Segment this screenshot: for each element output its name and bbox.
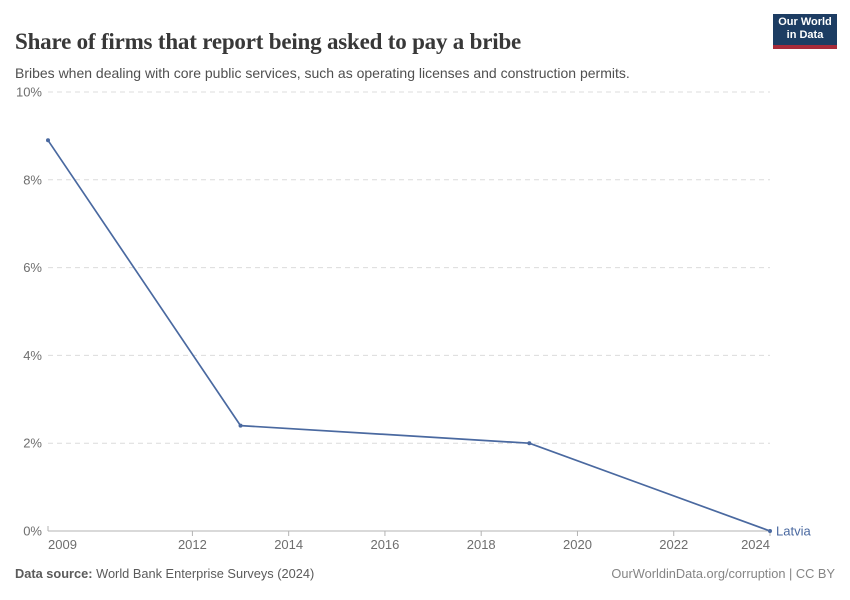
x-tick-label: 2022: [659, 537, 688, 552]
data-point[interactable]: [238, 423, 243, 428]
data-source-label: Data source:: [15, 566, 93, 581]
y-grid: 0% 2% 4% 6% 8% 10%: [16, 85, 770, 539]
x-axis: 2009 2012 2014 2016 2018 2020 2022 2024: [47, 526, 771, 552]
x-tick-label: 2016: [370, 537, 399, 552]
owid-logo-line2: in Data: [786, 29, 824, 41]
data-source: Data source: World Bank Enterprise Surve…: [15, 566, 314, 581]
line-latvia[interactable]: [47, 139, 771, 532]
owid-logo[interactable]: Our World in Data: [773, 14, 837, 49]
chart-footer: Data source: World Bank Enterprise Surve…: [15, 566, 835, 581]
data-point[interactable]: [768, 529, 772, 533]
data-point[interactable]: [46, 138, 50, 143]
footer-rights-link[interactable]: OurWorldinData.org/corruption | CC BY: [611, 566, 835, 581]
y-tick-label: 8%: [23, 172, 42, 187]
x-tick-label: 2024: [741, 537, 770, 552]
x-tick-label: 2018: [467, 537, 496, 552]
page-subtitle: Bribes when dealing with core public ser…: [15, 65, 630, 81]
data-point[interactable]: [527, 441, 532, 446]
y-tick-label: 4%: [23, 348, 42, 363]
y-tick-label: 10%: [16, 85, 42, 100]
entity-label-latvia[interactable]: Latvia: [776, 524, 811, 539]
page-title: Share of firms that report being asked t…: [15, 29, 522, 55]
data-source-text: World Bank Enterprise Surveys (2024): [96, 566, 315, 581]
y-tick-label: 2%: [23, 436, 42, 451]
x-tick-label: 2009: [48, 537, 77, 552]
y-tick-label: 0%: [23, 524, 42, 539]
y-tick-label: 6%: [23, 260, 42, 275]
x-tick-label: 2020: [563, 537, 592, 552]
x-tick-label: 2012: [178, 537, 207, 552]
owid-logo-line1: Our World: [778, 16, 832, 28]
x-tick-label: 2014: [274, 537, 303, 552]
series-group[interactable]: Latvia: [46, 138, 811, 539]
